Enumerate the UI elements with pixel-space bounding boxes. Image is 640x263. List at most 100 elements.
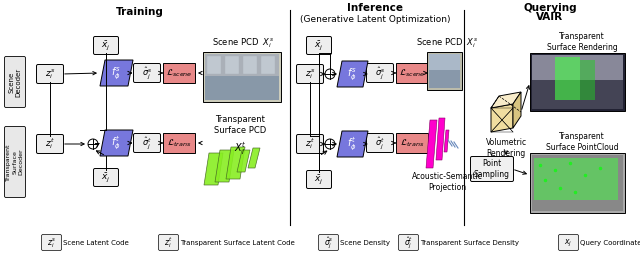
Text: Point
Sampling: Point Sampling <box>474 159 510 179</box>
Polygon shape <box>100 130 133 156</box>
Text: $\hat{\sigma}_j^s$: $\hat{\sigma}_j^s$ <box>142 65 152 81</box>
Text: Scene PCD  $X_i^s$: Scene PCD $X_i^s$ <box>416 36 478 50</box>
FancyBboxPatch shape <box>93 37 118 54</box>
Text: $z_i^s$: $z_i^s$ <box>45 67 55 81</box>
Bar <box>163 133 195 153</box>
Text: Acoustic-Semantic
Projection: Acoustic-Semantic Projection <box>412 172 483 192</box>
Text: $\mathcal{L}_{scene}$: $\mathcal{L}_{scene}$ <box>166 67 192 79</box>
Polygon shape <box>204 153 223 185</box>
Text: $f_\phi^s$: $f_\phi^s$ <box>111 65 121 81</box>
FancyBboxPatch shape <box>36 134 63 154</box>
FancyBboxPatch shape <box>296 134 323 154</box>
Bar <box>243 56 257 74</box>
Polygon shape <box>580 60 595 100</box>
Bar <box>163 63 195 83</box>
FancyBboxPatch shape <box>399 235 419 250</box>
Text: $f_\phi^t$: $f_\phi^t$ <box>111 134 121 152</box>
Text: $\mathcal{L}_{trans}$: $\mathcal{L}_{trans}$ <box>400 137 424 149</box>
Bar <box>203 52 281 102</box>
Text: $\bar{x}_j$: $\bar{x}_j$ <box>314 39 324 52</box>
Polygon shape <box>444 130 449 152</box>
Polygon shape <box>534 158 618 200</box>
Bar <box>532 55 623 109</box>
Text: $z_i^t$: $z_i^t$ <box>305 136 315 151</box>
FancyBboxPatch shape <box>319 235 339 250</box>
Text: Scene Density: Scene Density <box>340 240 390 246</box>
Text: Transparent
Surface Rendering: Transparent Surface Rendering <box>547 32 618 52</box>
Polygon shape <box>491 92 521 108</box>
Text: Transparent
Surface
Decoder: Transparent Surface Decoder <box>6 143 24 181</box>
Bar <box>205 76 279 100</box>
Text: $\hat{\sigma}_j^t$: $\hat{\sigma}_j^t$ <box>142 135 152 151</box>
FancyBboxPatch shape <box>296 64 323 83</box>
Text: $\bar{x}_j$: $\bar{x}_j$ <box>101 171 111 184</box>
Bar <box>205 54 279 76</box>
Polygon shape <box>100 60 133 86</box>
Polygon shape <box>337 61 368 87</box>
Bar <box>261 56 275 74</box>
Polygon shape <box>491 104 513 132</box>
Bar <box>427 52 462 90</box>
Polygon shape <box>436 118 445 160</box>
Text: $z_i^t$: $z_i^t$ <box>164 236 173 250</box>
Text: $\hat{\sigma}_j^s$: $\hat{\sigma}_j^s$ <box>324 235 333 251</box>
FancyBboxPatch shape <box>36 64 63 83</box>
Text: Query Coordinates: Query Coordinates <box>580 240 640 246</box>
Bar <box>532 155 623 211</box>
Bar <box>530 153 625 213</box>
Text: $\bar{x}_j$: $\bar{x}_j$ <box>314 173 324 186</box>
Text: $\mathcal{L}_{scene}$: $\mathcal{L}_{scene}$ <box>399 67 426 79</box>
Text: $\mathcal{L}_{trans}$: $\mathcal{L}_{trans}$ <box>167 137 191 149</box>
Text: VAIR: VAIR <box>536 12 564 22</box>
Text: Transparent Surface Density: Transparent Surface Density <box>420 240 519 246</box>
Text: Transparent Surface Latent Code: Transparent Surface Latent Code <box>180 240 295 246</box>
FancyBboxPatch shape <box>559 235 579 250</box>
Circle shape <box>88 139 98 149</box>
FancyBboxPatch shape <box>4 57 26 108</box>
Text: (Generative Latent Optimization): (Generative Latent Optimization) <box>300 14 451 23</box>
FancyBboxPatch shape <box>159 235 179 250</box>
Text: $z_i^s$: $z_i^s$ <box>305 67 315 81</box>
Polygon shape <box>237 150 250 172</box>
Text: $\hat{\sigma}_j^t$: $\hat{\sigma}_j^t$ <box>404 235 413 251</box>
Text: Querying: Querying <box>523 3 577 13</box>
Polygon shape <box>248 148 260 168</box>
Text: $z_i^s$: $z_i^s$ <box>47 236 56 250</box>
Circle shape <box>325 139 335 149</box>
Bar <box>429 54 460 70</box>
Polygon shape <box>555 57 580 100</box>
Text: Inference: Inference <box>347 3 403 13</box>
Text: $X_i^t$: $X_i^t$ <box>234 141 246 157</box>
Text: $f_\phi^t$: $f_\phi^t$ <box>347 135 357 153</box>
Bar <box>396 133 428 153</box>
FancyBboxPatch shape <box>134 63 161 83</box>
Bar <box>396 63 428 83</box>
FancyBboxPatch shape <box>4 127 26 198</box>
Polygon shape <box>426 120 437 168</box>
FancyBboxPatch shape <box>367 134 394 153</box>
Text: $z_i^t$: $z_i^t$ <box>45 136 55 151</box>
Text: Transparent
Surface PCD: Transparent Surface PCD <box>214 115 266 135</box>
Text: $\hat{\sigma}_j^s$: $\hat{\sigma}_j^s$ <box>375 65 385 81</box>
Circle shape <box>325 69 335 79</box>
Text: $\hat{\sigma}_j^t$: $\hat{\sigma}_j^t$ <box>375 135 385 151</box>
Bar <box>225 56 239 74</box>
Text: $f_\phi^s$: $f_\phi^s$ <box>347 66 357 82</box>
FancyBboxPatch shape <box>134 134 161 153</box>
Text: Volumetric
Rendering: Volumetric Rendering <box>485 138 527 158</box>
FancyBboxPatch shape <box>42 235 61 250</box>
FancyBboxPatch shape <box>307 37 332 54</box>
FancyBboxPatch shape <box>367 63 394 83</box>
Polygon shape <box>215 150 234 182</box>
Text: Scene Latent Code: Scene Latent Code <box>63 240 129 246</box>
Text: Training: Training <box>116 7 164 17</box>
Polygon shape <box>337 131 368 157</box>
Text: Scene PCD  $X_i^s$: Scene PCD $X_i^s$ <box>212 36 274 50</box>
Text: Scene
Decoder: Scene Decoder <box>8 67 22 97</box>
Polygon shape <box>513 92 521 128</box>
Bar <box>532 55 623 80</box>
Text: $\bar{x}_j$: $\bar{x}_j$ <box>101 39 111 52</box>
Polygon shape <box>226 147 245 179</box>
Text: $x_j$: $x_j$ <box>564 237 573 249</box>
FancyBboxPatch shape <box>470 156 513 181</box>
